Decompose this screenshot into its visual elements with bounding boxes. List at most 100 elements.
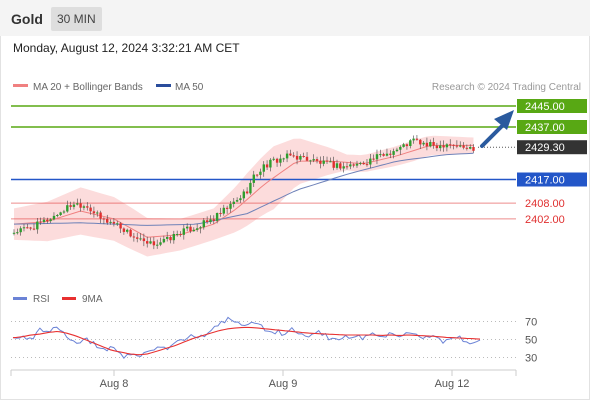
bull-candle [199,227,202,229]
bull-candle [285,153,289,159]
bear-candle [389,153,392,155]
bear-candle [345,166,349,168]
bear-candle [26,227,29,229]
bull-candle [66,205,69,212]
bear-candle [465,147,469,149]
rsi-legend-swatch [13,297,27,300]
bull-candle [392,151,395,155]
bull-candle [56,215,59,216]
bear-candle [295,155,299,160]
rsi-legend-label: RSI [33,294,50,305]
bull-candle [312,159,315,161]
bear-candle [92,211,96,214]
bull-candle [355,163,359,166]
bear-candle [86,206,89,208]
rsi-ma-legend-swatch [62,297,76,300]
bull-candle [52,215,56,220]
bear-candle [136,237,139,239]
datetime-label: Monday, August 12, 2024 3:32:21 AM CET [13,41,240,55]
bear-candle [305,156,309,161]
bull-candle [162,238,166,243]
bear-candle [32,228,36,230]
bear-candle [212,219,215,221]
rsi-ma-legend-label: 9MA [82,294,103,305]
ma20-legend-label: MA 20 + Bollinger Bands [33,82,143,93]
rsi-tick-label: 50 [525,335,537,347]
bull-candle [215,213,219,221]
bull-candle [49,219,52,222]
bull-candle [62,211,66,213]
bear-candle [255,174,259,176]
bull-candle [385,153,389,156]
x-axis-tick-label: Aug 9 [269,378,298,390]
target-level-text: 2408.00 [525,198,565,210]
bull-candle [192,229,195,232]
bull-candle [269,159,272,168]
bull-candle [149,241,152,244]
bull-candle [172,234,175,241]
bear-candle [339,163,342,169]
bear-candle [289,153,292,156]
bull-candle [252,174,255,183]
bull-candle [232,201,235,204]
bear-candle [146,241,149,244]
bear-candle [462,145,465,148]
bear-candle [352,164,355,166]
forecast-arrow [480,110,514,148]
bull-candle [229,203,232,209]
bear-candle [319,160,322,164]
bull-candle [422,142,425,145]
bear-candle [455,145,459,147]
resistance-level-tag [517,120,587,134]
bull-candle [116,223,119,225]
bull-candle [402,144,405,147]
bear-candle [442,145,445,148]
bull-candle [459,145,462,147]
bear-candle [225,207,229,209]
bull-candle [359,162,362,164]
bear-candle [325,160,329,162]
timeframe-badge[interactable]: 30 MIN [51,7,102,31]
bull-candle [349,164,352,167]
bull-candle [139,238,142,240]
bull-candle [445,144,449,148]
bull-candle [379,154,382,156]
bear-candle [425,142,429,147]
bull-candle [259,171,262,175]
bear-candle [142,238,146,242]
bull-candle [82,206,86,208]
level-labels: 2445.00 2437.00 2429.30 2417.00 2408.00 2402.… [517,99,587,226]
bull-candle [19,228,22,233]
instrument-name: Gold [11,11,43,27]
bull-candle [12,232,16,234]
bear-candle [106,218,109,223]
bear-candle [179,234,182,235]
bear-candle [275,158,279,163]
x-axis-tick-label: Aug 8 [100,378,129,390]
bear-candle [189,226,192,232]
bull-candle [469,147,472,149]
bull-candle [126,229,129,232]
bull-candle [249,182,252,194]
bear-candle [435,145,439,149]
bear-candle [102,218,106,220]
bull-candle [182,228,185,235]
bull-candle [156,244,159,246]
main-legend: MA 20 + Bollinger Bands MA 50 Research ©… [13,82,581,93]
bull-candle [399,146,402,150]
x-axis-tick-label: Aug 12 [435,378,470,390]
bull-candle [439,145,442,149]
forecast-arrow-head [494,110,514,130]
bull-candle [72,204,76,207]
bull-candle [322,160,325,164]
bull-candle [279,158,282,163]
bull-candle [262,164,265,172]
bear-candle [449,144,452,146]
bear-candle [302,156,305,157]
rsi-tick-label: 70 [525,317,537,329]
bear-candle [152,241,156,246]
bull-candle [239,198,242,201]
support-level-tag [517,172,587,187]
credit-label: Research © 2024 Trading Central [432,82,581,93]
